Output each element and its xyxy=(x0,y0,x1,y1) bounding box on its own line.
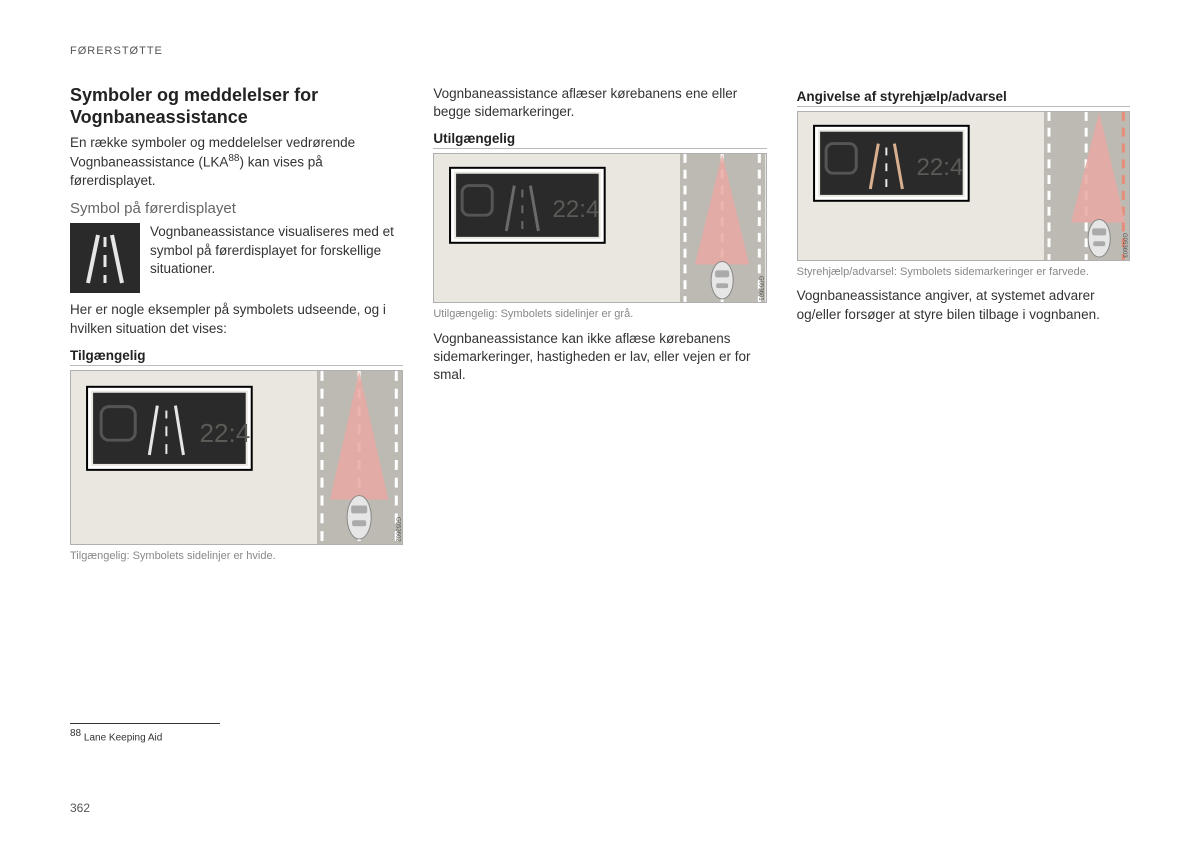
icon-with-text: Vognbaneassistance visualiseres med et s… xyxy=(70,223,403,293)
figure1-caption: Tilgængelig: Symbolets sidelinjer er hvi… xyxy=(70,549,403,563)
section-label: FØRERSTØTTE xyxy=(70,45,1130,57)
intro-paragraph: En række symboler og meddelelser vedrøre… xyxy=(70,134,403,190)
footnote-num: 88 xyxy=(70,728,81,739)
figure1-code: G053602 xyxy=(394,517,400,542)
svg-text:22:4: 22:4 xyxy=(553,197,600,224)
col2-top-para: Vognbaneassistance aflæser kørebanens en… xyxy=(433,85,766,121)
column-1: Symboler og meddelelser for Vognbaneassi… xyxy=(70,85,403,743)
lane-symbol-icon xyxy=(70,223,140,293)
column-2: Vognbaneassistance aflæser kørebanens en… xyxy=(433,85,766,743)
content-columns: Symboler og meddelelser for Vognbaneassi… xyxy=(70,85,1130,743)
icon-para-2: Her er nogle eksempler på symbolets udse… xyxy=(70,301,403,337)
page-title: Symboler og meddelelser for Vognbaneassi… xyxy=(70,85,403,128)
footnote-ref: 88 xyxy=(228,153,239,164)
sub-heading: Symbol på førerdisplayet xyxy=(70,200,403,217)
figure2-code: G053601 xyxy=(758,276,764,301)
figure3-caption: Styrehjælp/advarsel: Symbolets sidemarke… xyxy=(797,265,1130,279)
footnote-text: Lane Keeping Aid xyxy=(84,732,162,743)
svg-text:22:4: 22:4 xyxy=(916,154,963,181)
icon-text-wrap: Vognbaneassistance visualiseres med et s… xyxy=(150,223,403,293)
figure-available: 22:4 G053602 xyxy=(70,370,403,545)
figure2-title: Utilgængelig xyxy=(433,131,766,149)
svg-text:22:4: 22:4 xyxy=(200,420,251,448)
page-number: 362 xyxy=(70,801,90,815)
figure3-title: Angivelse af styrehjælp/advarsel xyxy=(797,89,1130,107)
icon-para-1: Vognbaneassistance visualiseres med et s… xyxy=(150,223,403,278)
figure2-caption: Utilgængelig: Symbolets sidelinjer er gr… xyxy=(433,307,766,321)
figure-steering-warning: 22:4 G053603 xyxy=(797,111,1130,261)
column-3: Angivelse af styrehjælp/advarsel xyxy=(797,85,1130,743)
figure1-title: Tilgængelig xyxy=(70,348,403,366)
footnote: 88 Lane Keeping Aid xyxy=(70,728,403,743)
col3-body: Vognbaneassistance angiver, at systemet … xyxy=(797,287,1130,323)
col2-body: Vognbaneassistance kan ikke aflæse køreb… xyxy=(433,330,766,385)
car-top-icon xyxy=(347,495,371,538)
figure3-code: G053603 xyxy=(1121,233,1127,258)
display-inset: 22:4 xyxy=(87,387,252,470)
figure-unavailable: 22:4 G053601 xyxy=(433,153,766,303)
footnote-rule xyxy=(70,723,220,724)
